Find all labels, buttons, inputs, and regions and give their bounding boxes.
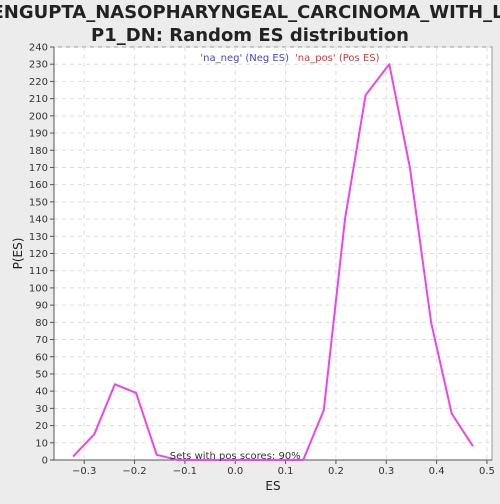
y-tick-label: 140 xyxy=(29,215,48,226)
y-tick-label: 230 xyxy=(29,60,48,71)
legend-pos: 'na_pos' (Pos ES) xyxy=(295,53,380,64)
x-tick-label: 0.2 xyxy=(328,466,344,477)
x-tick-label: −0.2 xyxy=(122,466,146,477)
es-distribution-line xyxy=(72,63,474,461)
y-tick-label: 180 xyxy=(29,146,48,157)
y-tick-label: 150 xyxy=(29,197,48,208)
y-tick-label: 30 xyxy=(35,404,48,415)
y-tick-label: 220 xyxy=(29,77,48,88)
y-tick-label: 20 xyxy=(35,421,48,432)
y-tick-label: 70 xyxy=(35,335,48,346)
x-tick-label: −0.1 xyxy=(173,466,197,477)
y-tick-label: 40 xyxy=(35,387,48,398)
chart-title-line-2: P1_DN: Random ES distribution xyxy=(91,25,409,46)
y-tick-label: 100 xyxy=(29,283,48,294)
y-tick-label: 10 xyxy=(35,438,48,449)
x-tick-label: 0.1 xyxy=(278,466,294,477)
y-tick-label: 50 xyxy=(35,369,48,380)
x-tick-label: 0.3 xyxy=(378,466,394,477)
grid-lines xyxy=(54,46,492,461)
y-axis-label: P(ES) xyxy=(11,238,25,270)
y-tick-label: 110 xyxy=(29,266,48,277)
y-tick-label: 60 xyxy=(35,352,48,363)
y-tick-label: 160 xyxy=(29,180,48,191)
x-tick-label: 0.4 xyxy=(429,466,445,477)
y-tick-label: 130 xyxy=(29,232,48,243)
series-layer xyxy=(72,63,474,461)
x-axis-label: ES xyxy=(265,479,280,493)
y-tick-label: 190 xyxy=(29,129,48,140)
y-tick-label: 200 xyxy=(29,111,48,122)
chart-title-line-1: SENGUPTA_NASOPHARYNGEAL_CARCINOMA_WITH_L… xyxy=(0,2,500,23)
x-tick-label: 0.5 xyxy=(479,466,495,477)
axes: −0.3 −0.2 −0.1 0.0 0.1 0.2 0.3 0.4 0.5 0 10 20 30 40 5… xyxy=(29,43,495,478)
y-tick-label: 0 xyxy=(42,456,48,467)
legend-neg: 'na_neg' (Neg ES) xyxy=(200,53,289,64)
x-tick-label: 0.0 xyxy=(227,466,243,477)
x-tick-label: −0.3 xyxy=(72,466,96,477)
y-tick-label: 80 xyxy=(35,318,48,329)
y-tick-label: 170 xyxy=(29,163,48,174)
y-tick-label: 120 xyxy=(29,249,48,260)
y-tick-label: 240 xyxy=(29,43,48,54)
annotation-pos-scores: Sets with pos scores: 90% xyxy=(170,451,301,462)
y-tick-label: 90 xyxy=(35,301,48,312)
y-tick-label: 210 xyxy=(29,94,48,105)
